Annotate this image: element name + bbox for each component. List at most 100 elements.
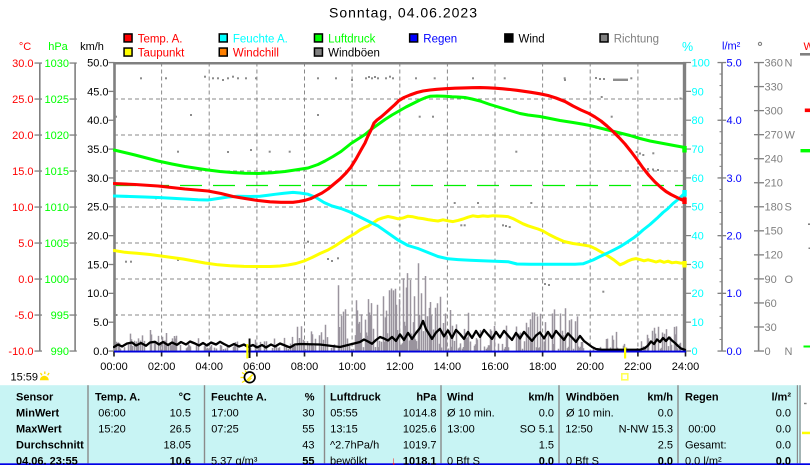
svg-text:Regen: Regen: [685, 391, 719, 403]
svg-text:1030: 1030: [45, 58, 69, 70]
svg-text:N-NW 15.3: N-NW 15.3: [619, 423, 673, 435]
svg-text:bewölkt: bewölkt: [330, 455, 367, 465]
svg-text:25.0: 25.0: [87, 202, 108, 214]
svg-text:0.0: 0.0: [727, 346, 742, 358]
svg-text:30.0: 30.0: [87, 173, 108, 185]
svg-text:Sensor: Sensor: [16, 391, 54, 403]
svg-text:0.0: 0.0: [776, 455, 791, 465]
svg-text:12:50: 12:50: [565, 423, 593, 435]
svg-text:4.0: 4.0: [727, 115, 742, 127]
svg-text:26.5: 26.5: [170, 423, 191, 435]
svg-text:Feuchte A.: Feuchte A.: [233, 33, 288, 45]
svg-text:90: 90: [692, 86, 704, 98]
svg-text:1000: 1000: [45, 274, 69, 286]
svg-text:210: 210: [765, 178, 783, 190]
svg-text:O: O: [785, 274, 794, 286]
svg-text:°C: °C: [19, 41, 31, 53]
svg-text:MaxWert: MaxWert: [16, 423, 62, 435]
svg-text:hPa: hPa: [48, 41, 68, 53]
svg-text:270: 270: [765, 130, 783, 142]
svg-text:Feuchte A.: Feuchte A.: [211, 391, 267, 403]
svg-text:50.0: 50.0: [87, 57, 108, 69]
svg-text:0.0: 0.0: [93, 346, 108, 358]
svg-text:10.0: 10.0: [87, 288, 108, 300]
svg-text:l/m²: l/m²: [771, 391, 791, 403]
svg-text:06:00: 06:00: [98, 407, 126, 419]
svg-text:MinWert: MinWert: [16, 407, 60, 419]
svg-text:0.0 l/m²: 0.0 l/m²: [685, 455, 722, 465]
svg-text:10.6: 10.6: [170, 455, 191, 465]
svg-text:Luftdruck: Luftdruck: [328, 33, 376, 45]
svg-text:13:15: 13:15: [330, 423, 358, 435]
svg-text:16:00: 16:00: [481, 361, 509, 373]
svg-text:W: W: [804, 41, 810, 53]
svg-text:995: 995: [51, 310, 69, 322]
svg-text:5.37 g/m³: 5.37 g/m³: [211, 455, 258, 465]
svg-text:S: S: [785, 202, 792, 214]
svg-text:0.0: 0.0: [776, 407, 791, 419]
svg-text:Windböen: Windböen: [566, 391, 619, 403]
svg-text:Luftdruck: Luftdruck: [330, 391, 382, 403]
svg-text:100: 100: [692, 57, 710, 69]
svg-text:1.0: 1.0: [727, 288, 742, 300]
svg-text:990: 990: [51, 346, 69, 358]
svg-text:55: 55: [302, 455, 314, 465]
svg-text:N: N: [785, 346, 793, 358]
svg-text:%: %: [682, 40, 693, 54]
svg-text:1020: 1020: [45, 130, 69, 142]
svg-text:0: 0: [765, 346, 771, 358]
svg-text:Temp. A.: Temp. A.: [95, 391, 140, 403]
svg-text:1.5: 1.5: [539, 439, 554, 451]
svg-text:-10.0: -10.0: [8, 346, 33, 358]
svg-text:0.0: 0.0: [18, 274, 33, 286]
svg-text:km/h: km/h: [647, 391, 673, 403]
svg-text:5.0: 5.0: [93, 317, 108, 329]
svg-text:N: N: [785, 57, 793, 69]
svg-text:43: 43: [302, 439, 314, 451]
svg-text:15:20: 15:20: [98, 423, 126, 435]
svg-text:1014.8: 1014.8: [403, 407, 437, 419]
svg-text:Richtung: Richtung: [614, 33, 659, 45]
svg-text:0.0: 0.0: [539, 455, 554, 465]
svg-text:l/m²: l/m²: [722, 41, 741, 53]
svg-text:60: 60: [765, 298, 777, 310]
svg-text:00:00: 00:00: [688, 423, 716, 435]
svg-text:0.0: 0.0: [539, 407, 554, 419]
svg-text:km/h: km/h: [80, 41, 104, 53]
svg-text:Wind: Wind: [519, 33, 545, 45]
svg-text:°C: °C: [179, 391, 191, 403]
svg-text:35.0: 35.0: [87, 144, 108, 156]
svg-text:0.0: 0.0: [776, 439, 791, 451]
svg-text:0 Bft S: 0 Bft S: [566, 455, 599, 465]
svg-text:02:00: 02:00: [148, 361, 176, 373]
svg-text:Windböen: Windböen: [328, 48, 380, 60]
svg-text:0.0: 0.0: [658, 407, 673, 419]
svg-text:07:25: 07:25: [211, 423, 239, 435]
svg-text:Durchschnitt: Durchschnitt: [16, 439, 84, 451]
svg-text:SO 5.1: SO 5.1: [520, 423, 554, 435]
svg-text:40.0: 40.0: [87, 115, 108, 127]
svg-text:3.0: 3.0: [727, 173, 742, 185]
svg-text:5.0: 5.0: [727, 57, 742, 69]
svg-text:300: 300: [765, 105, 783, 117]
svg-text:1019.7: 1019.7: [403, 439, 437, 451]
svg-text:↓: ↓: [391, 455, 397, 465]
svg-text:15.0: 15.0: [87, 259, 108, 271]
svg-text:Windchill: Windchill: [233, 48, 279, 60]
svg-text:hPa: hPa: [416, 391, 437, 403]
svg-text:10: 10: [692, 317, 704, 329]
svg-text:05:55: 05:55: [330, 407, 358, 419]
svg-text:Temp. A.: Temp. A.: [138, 33, 183, 45]
svg-text:20.0: 20.0: [87, 231, 108, 243]
svg-text:10.5: 10.5: [170, 407, 191, 419]
svg-text:%: %: [305, 391, 315, 403]
svg-text:22:00: 22:00: [624, 361, 652, 373]
svg-text:2.0: 2.0: [727, 231, 742, 243]
svg-text:80: 80: [692, 115, 704, 127]
svg-text:360: 360: [765, 57, 783, 69]
svg-text:10.0: 10.0: [12, 202, 33, 214]
svg-text:06:00: 06:00: [243, 361, 271, 373]
svg-text:00:00: 00:00: [100, 361, 128, 373]
svg-text:5.0: 5.0: [18, 238, 33, 250]
svg-text:20:00: 20:00: [576, 361, 604, 373]
